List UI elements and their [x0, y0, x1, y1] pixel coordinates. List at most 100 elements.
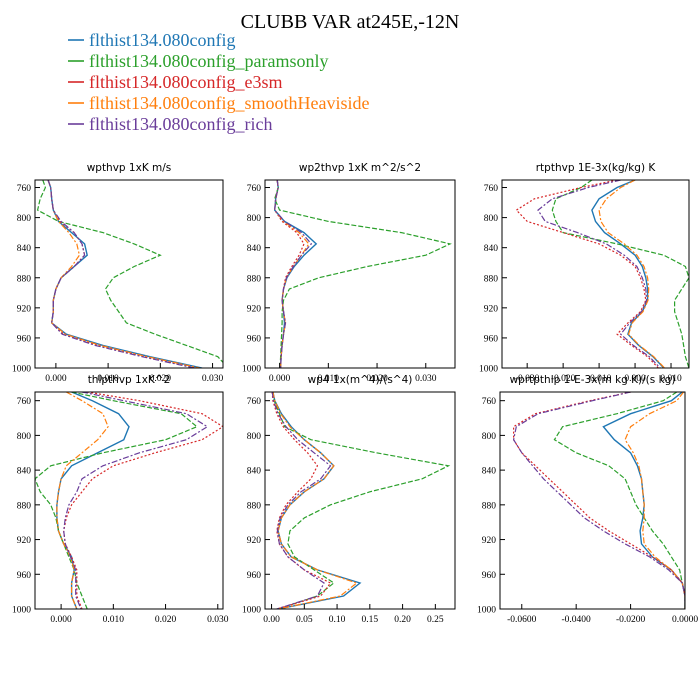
- y-tick-label: 880: [484, 274, 499, 284]
- panel-title: wp2thvp 1xK m^2/s^2: [299, 162, 421, 174]
- y-tick-label: 840: [482, 467, 497, 477]
- legend-item: flthist134.080config_e3sm: [68, 72, 282, 92]
- series-line: [271, 392, 332, 609]
- series-line: [63, 392, 223, 609]
- x-tick-label: 0.030: [207, 615, 229, 625]
- series-line: [274, 180, 310, 368]
- series-group: [36, 180, 223, 368]
- x-tick-label: 0.010: [318, 374, 340, 384]
- series-line: [36, 180, 223, 364]
- series-line: [537, 180, 661, 368]
- y-tick-label: 920: [482, 536, 497, 546]
- x-tick-label: 0.030: [415, 374, 437, 384]
- y-tick-label: 760: [247, 184, 262, 194]
- y-tick-label: 920: [17, 304, 32, 314]
- x-tick-label: 0.010: [103, 615, 125, 625]
- series-line: [56, 392, 109, 609]
- series-group: [35, 392, 223, 609]
- y-tick-label: 880: [247, 501, 262, 511]
- x-tick-label: 0.010: [660, 374, 682, 384]
- y-tick-label: 800: [247, 214, 262, 224]
- x-tick-label: 0.0000: [672, 615, 698, 625]
- y-tick-label: 920: [247, 304, 262, 314]
- panel-title: wp4 1x(m^4)/(s^4): [308, 374, 413, 386]
- y-tick-label: 880: [482, 501, 497, 511]
- chart-panel-4: thlpthvp 1xK^2 760 800 840 880 920 960 1000 0.00…: [12, 374, 229, 625]
- series-group: [273, 180, 452, 368]
- y-tick-label: 840: [17, 244, 32, 254]
- legend-item: flthist134.080config_smoothHeaviside: [68, 93, 369, 113]
- x-tick-label: -0.020: [551, 374, 576, 384]
- x-tick-label: 0.20: [394, 615, 411, 625]
- y-tick-label: 960: [484, 334, 499, 344]
- plot-frame: [499, 391, 686, 610]
- y-tick-label: 880: [17, 274, 32, 284]
- x-tick-label: 0.000: [269, 374, 291, 384]
- y-tick-label: 840: [484, 244, 499, 254]
- series-line: [47, 180, 195, 368]
- panel-title: thlpthvp 1xK^2: [88, 374, 171, 386]
- series-line: [47, 180, 203, 368]
- y-tick-label: 880: [17, 501, 32, 511]
- x-tick-label: -0.030: [515, 374, 540, 384]
- y-tick-label: 1000: [242, 606, 261, 616]
- y-tick-label: 920: [484, 304, 499, 314]
- x-tick-label: 0.25: [427, 615, 444, 625]
- x-tick-label: -0.0400: [562, 615, 592, 625]
- legend-label: flthist134.080config_paramsonly: [89, 51, 328, 71]
- y-tick-label: 840: [247, 467, 262, 477]
- series-line: [274, 180, 313, 368]
- legend-item: flthist134.080config_rich: [68, 114, 272, 134]
- legend-label: flthist134.080config_rich: [89, 114, 272, 134]
- series-line: [591, 180, 665, 368]
- legend-label: flthist134.080config_e3sm: [89, 72, 282, 92]
- y-tick-label: 760: [484, 184, 499, 194]
- plot-frame: [34, 391, 224, 610]
- x-tick-label: 0.000: [624, 374, 646, 384]
- series-line: [598, 180, 665, 368]
- series-line: [551, 180, 689, 368]
- x-tick-label: 0.10: [329, 615, 346, 625]
- chart-panel-3: rtpthvp 1E-3x(kg/kg) K 760 800 840 880 920 960…: [479, 162, 690, 384]
- y-tick-label: 800: [247, 432, 262, 442]
- series-group: [271, 392, 451, 609]
- y-tick-label: 800: [482, 432, 497, 442]
- panel-title: rtpthvp 1E-3x(kg/kg) K: [536, 162, 657, 174]
- chart-panel-5: wp4 1x(m^4)/(s^4)76080084088092096010000…: [242, 374, 456, 625]
- series-line: [63, 392, 209, 609]
- series-line: [272, 392, 362, 609]
- y-tick-label: 880: [247, 274, 262, 284]
- x-tick-label: 0.00: [263, 615, 280, 625]
- x-tick-label: -0.010: [587, 374, 612, 384]
- x-tick-label: 0.05: [296, 615, 313, 625]
- y-tick-label: 960: [247, 334, 262, 344]
- chart-panel-1: wpthvp 1xK m/s 760 800 840 880 920 960 1000 0.00…: [12, 162, 224, 384]
- y-tick-label: 960: [247, 571, 262, 581]
- y-tick-label: 960: [17, 334, 32, 344]
- series-line: [512, 392, 685, 609]
- x-tick-label: 0.000: [45, 374, 67, 384]
- y-tick-label: 920: [247, 536, 262, 546]
- series-line: [272, 392, 358, 609]
- chart-panel-6: wprtpthlp 1-E-3x(m kg K)/(s kg) 760 800 840…: [477, 374, 698, 625]
- y-tick-label: 840: [247, 244, 262, 254]
- y-tick-label: 840: [17, 467, 32, 477]
- series-line: [56, 392, 130, 609]
- series-line: [271, 392, 332, 609]
- y-tick-label: 800: [17, 214, 32, 224]
- series-line: [553, 392, 685, 609]
- x-tick-label: 0.000: [50, 615, 72, 625]
- series-group: [512, 392, 685, 609]
- chart-panel-2: wp2thvp 1xK m^2/s^2 760 800 840 880 920 960 100…: [242, 162, 456, 384]
- y-tick-label: 1000: [242, 365, 261, 375]
- y-tick-label: 1000: [12, 606, 31, 616]
- plot-frame: [501, 179, 690, 369]
- x-tick-label: -0.0600: [507, 615, 537, 625]
- x-tick-label: 0.020: [366, 374, 388, 384]
- y-tick-label: 960: [482, 571, 497, 581]
- series-line: [272, 392, 451, 609]
- panel-title: wpthvp 1xK m/s: [87, 162, 172, 174]
- y-tick-label: 800: [17, 432, 32, 442]
- x-tick-label: 0.030: [202, 374, 224, 384]
